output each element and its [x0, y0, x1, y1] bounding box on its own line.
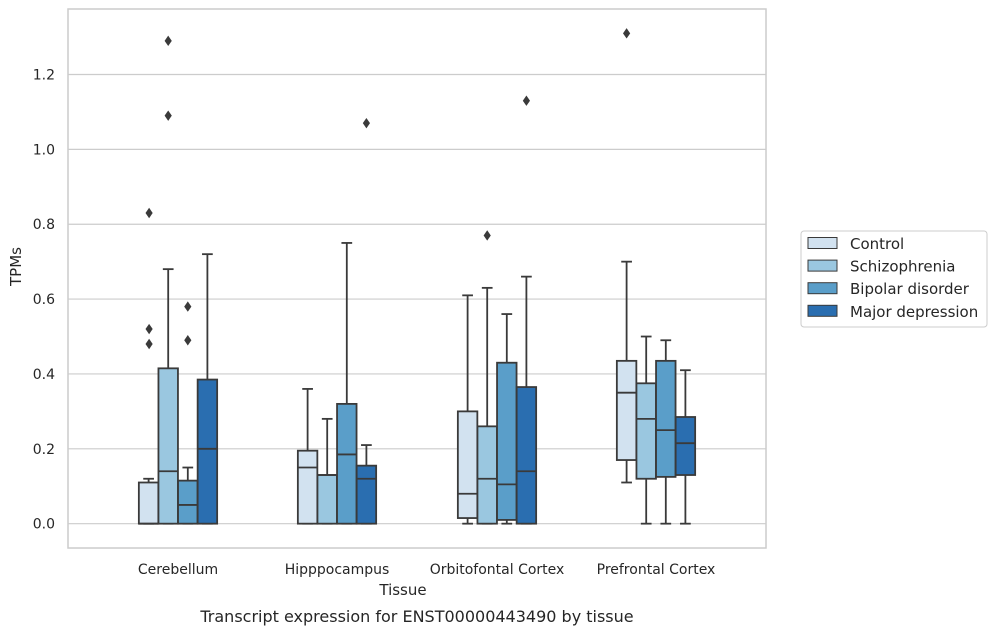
figure-caption: Transcript expression for ENST0000044349…: [199, 607, 633, 626]
legend-label: Control: [850, 235, 904, 253]
box-2-3: [515, 95, 538, 525]
legend: Control Schizophrenia Bipolar disorder Majo…: [800, 230, 988, 328]
legend-swatch: [807, 237, 838, 249]
box-3-2: [655, 339, 677, 525]
legend-swatch: [807, 282, 838, 295]
box-1-1: [316, 417, 338, 525]
x-tick-label: Hipppocampus: [285, 562, 390, 578]
y-tick-label: 0.0: [33, 517, 55, 533]
legend-label: Bipolar disorder: [850, 280, 970, 298]
box-body: [655, 359, 677, 478]
x-tick-label: Cerebellum: [138, 562, 218, 578]
box-body: [336, 402, 358, 525]
y-tick-label: 0.2: [33, 442, 55, 458]
box-body: [456, 410, 479, 519]
outlier-marker: [184, 335, 192, 346]
box-body: [674, 416, 697, 476]
outlier-marker: [145, 207, 153, 219]
box-0-2: [177, 301, 199, 525]
box-body: [316, 474, 338, 525]
y-tick-labels: 0.0 0.2 0.4 0.6 0.8 1.0 1.2: [33, 68, 55, 533]
box-body: [615, 359, 638, 461]
outlier-marker: [362, 117, 370, 129]
x-tick-label: Prefrontal Cortex: [597, 562, 716, 578]
legend-label: Schizophrenia: [850, 258, 955, 276]
box-1-2: [336, 242, 358, 525]
box-body: [296, 449, 319, 525]
legend-swatch: [807, 259, 838, 272]
box-3-3: [674, 369, 697, 525]
outlier-marker: [522, 95, 530, 106]
box-2-0: [456, 294, 479, 525]
box-body: [177, 479, 199, 525]
plot-frame: [67, 8, 767, 549]
box-3-1: [635, 335, 657, 525]
y-tick-label: 1.0: [33, 142, 55, 158]
box-1-0: [296, 388, 319, 525]
y-tick-label: 0.6: [33, 292, 55, 308]
y-tick-label: 1.2: [33, 68, 55, 84]
legend-swatch: [807, 304, 838, 317]
box-body: [476, 425, 498, 525]
x-tick-labels: Cerebellum Hipppocampus Orbitofontal Corte…: [138, 562, 715, 578]
grid-lines: [68, 73, 766, 525]
box-2-1: [476, 230, 498, 525]
outlier-marker: [145, 323, 153, 335]
outlier-marker: [164, 35, 172, 47]
outlier-marker: [145, 338, 153, 350]
legend-frame: [800, 230, 988, 328]
box-body: [355, 464, 378, 525]
y-axis-label: TPMs: [7, 247, 25, 287]
x-axis-label: Tissue: [378, 581, 426, 599]
outlier-marker: [164, 110, 172, 121]
box-2-2: [496, 313, 518, 525]
box-0-1: [157, 35, 179, 525]
box-0-0: [137, 477, 160, 525]
box-body: [157, 367, 179, 525]
box-3-0: [615, 28, 638, 484]
box-body: [196, 378, 219, 525]
y-tick-label: 0.8: [33, 217, 55, 233]
outlier-marker: [184, 301, 192, 312]
outlier-marker: [483, 230, 491, 241]
box-body: [515, 386, 538, 525]
box-1-3: [355, 117, 378, 525]
box-body: [635, 382, 657, 480]
outlier-marker: [623, 28, 631, 39]
box-groups: [137, 28, 697, 525]
box-body: [137, 481, 160, 525]
y-tick-label: 0.4: [33, 367, 55, 383]
box-0-3: [196, 253, 219, 525]
box-body: [496, 361, 518, 521]
legend-label: Major depression: [850, 303, 978, 321]
x-tick-label: Orbitofontal Cortex: [430, 562, 565, 578]
